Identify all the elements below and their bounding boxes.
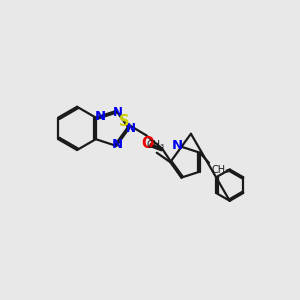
- Text: N: N: [125, 122, 135, 135]
- Text: N: N: [112, 138, 123, 151]
- Text: S: S: [119, 114, 130, 129]
- Text: O: O: [141, 136, 154, 151]
- Text: N: N: [95, 110, 106, 123]
- Text: CH₃: CH₃: [146, 140, 164, 150]
- Text: N: N: [113, 106, 123, 119]
- Text: CH₃: CH₃: [212, 165, 230, 175]
- Text: N: N: [172, 139, 183, 152]
